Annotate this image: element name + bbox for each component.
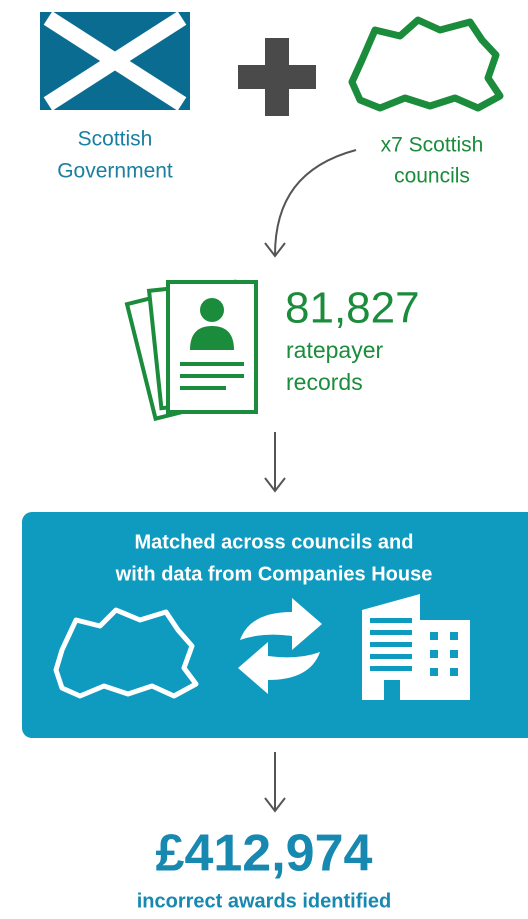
records-count: 81,827	[285, 284, 420, 333]
result-amount: £412,974	[156, 825, 373, 883]
source-label: Scottish	[78, 128, 153, 151]
process-label: with data from Companies House	[115, 563, 433, 585]
plus-icon	[238, 38, 316, 116]
arrow	[264, 149, 357, 258]
records-label: records	[286, 369, 363, 395]
building-icon	[362, 594, 470, 700]
council-outline-icon	[53, 607, 199, 699]
flag-icon	[40, 11, 190, 111]
source-label: x7 Scottish	[381, 134, 484, 157]
council-outline-icon	[348, 16, 504, 112]
arrow	[264, 752, 286, 813]
source-label: Government	[57, 160, 173, 183]
source-label: councils	[394, 165, 470, 188]
process-label: Matched across councils and	[135, 531, 414, 553]
records-label: ratepayer	[286, 337, 384, 363]
records-icon	[124, 279, 258, 422]
result-label: incorrect awards identified	[137, 890, 392, 912]
exchange-icon	[238, 598, 322, 694]
arrow	[264, 432, 286, 493]
